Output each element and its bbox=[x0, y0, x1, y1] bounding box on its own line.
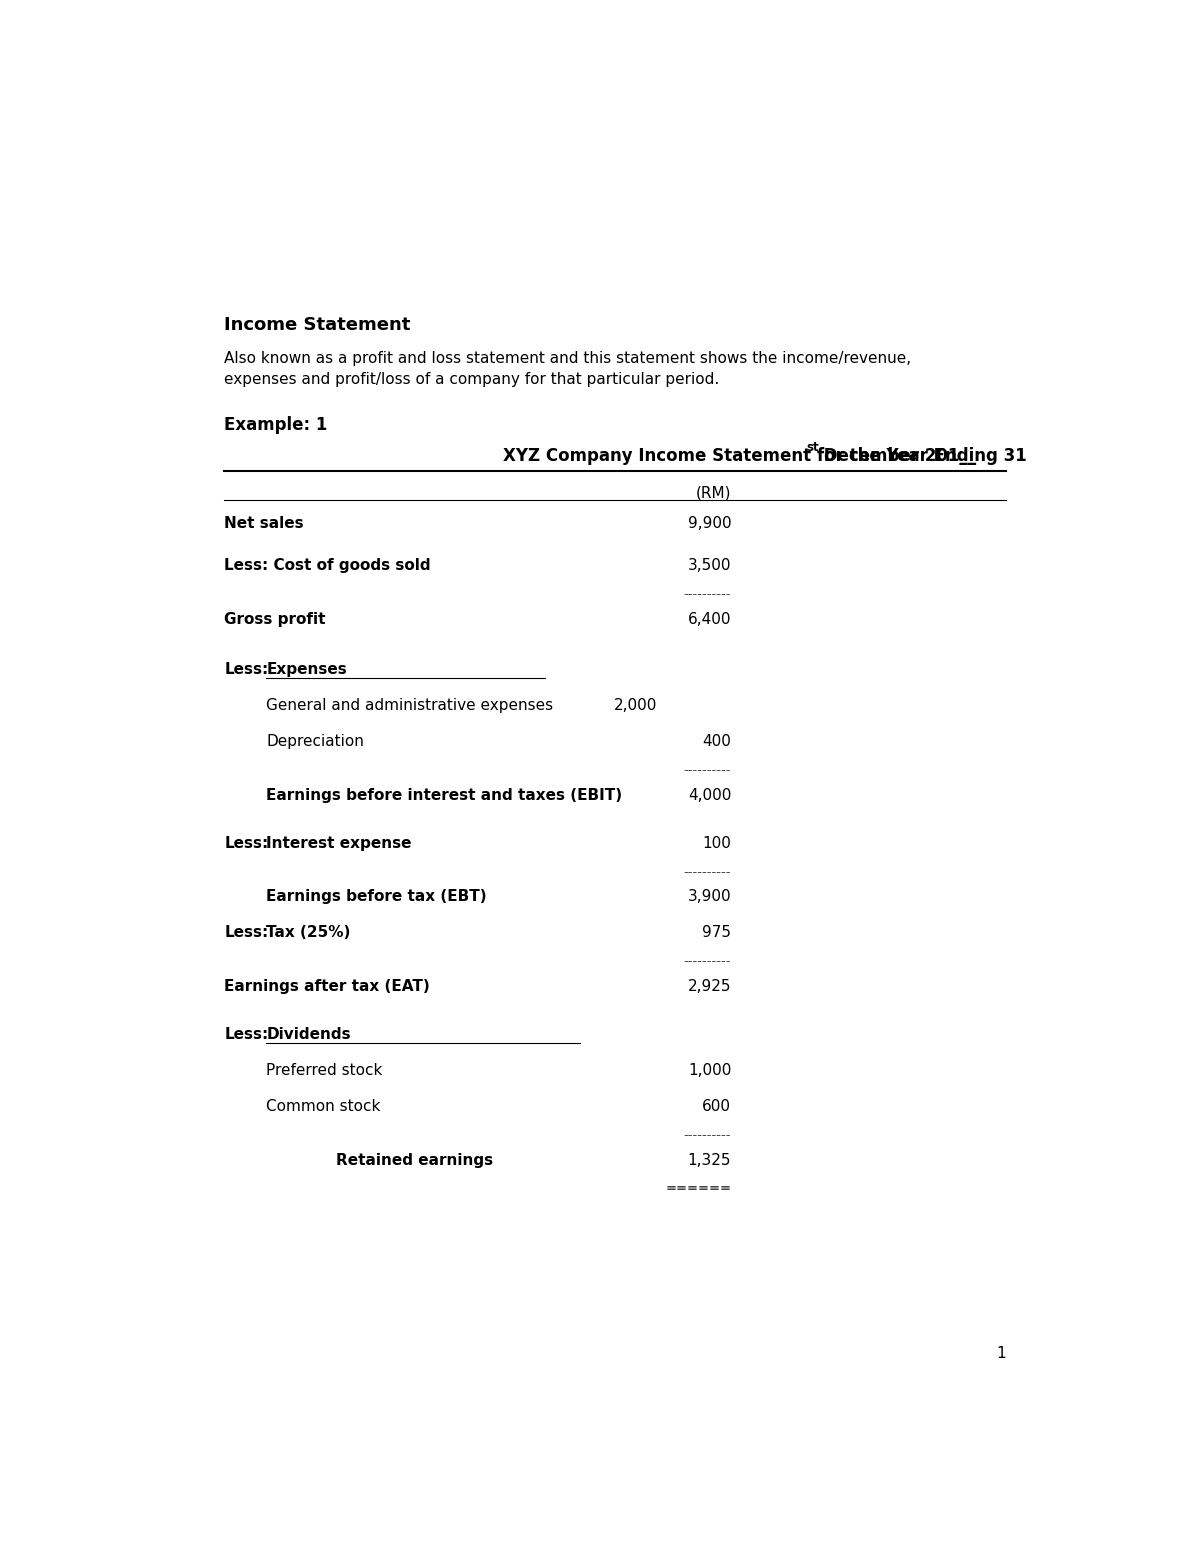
Text: 2,000: 2,000 bbox=[613, 699, 656, 713]
Text: ----------: ---------- bbox=[684, 764, 731, 776]
Text: Less:: Less: bbox=[224, 836, 269, 851]
Text: December 201__: December 201__ bbox=[817, 447, 976, 464]
Text: 1,000: 1,000 bbox=[688, 1062, 731, 1078]
Text: Less:: Less: bbox=[224, 662, 269, 677]
Text: Net sales: Net sales bbox=[224, 517, 304, 531]
Text: Common stock: Common stock bbox=[266, 1100, 380, 1114]
Text: Less: Cost of goods sold: Less: Cost of goods sold bbox=[224, 558, 431, 573]
Text: 1: 1 bbox=[996, 1345, 1006, 1360]
Text: Also known as a profit and loss statement and this statement shows the income/re: Also known as a profit and loss statemen… bbox=[224, 351, 912, 367]
Text: Expenses: Expenses bbox=[266, 662, 347, 677]
Text: 100: 100 bbox=[702, 836, 731, 851]
Text: Interest expense: Interest expense bbox=[266, 836, 412, 851]
Text: 6,400: 6,400 bbox=[688, 612, 731, 627]
Text: ----------: ---------- bbox=[684, 589, 731, 601]
Text: (RM): (RM) bbox=[696, 485, 731, 500]
Text: ----------: ---------- bbox=[684, 1129, 731, 1141]
Text: General and administrative expenses: General and administrative expenses bbox=[266, 699, 553, 713]
Text: 600: 600 bbox=[702, 1100, 731, 1114]
Text: Example: 1: Example: 1 bbox=[224, 416, 328, 433]
Text: Preferred stock: Preferred stock bbox=[266, 1062, 383, 1078]
Text: Dividends: Dividends bbox=[266, 1027, 350, 1042]
Text: Gross profit: Gross profit bbox=[224, 612, 326, 627]
Text: st: st bbox=[806, 441, 820, 453]
Text: Less:: Less: bbox=[224, 926, 269, 941]
Text: Income Statement: Income Statement bbox=[224, 315, 410, 334]
Text: 1,325: 1,325 bbox=[688, 1152, 731, 1168]
Text: 975: 975 bbox=[702, 926, 731, 941]
Text: 4,000: 4,000 bbox=[688, 787, 731, 803]
Text: ----------: ---------- bbox=[684, 955, 731, 968]
Text: 3,900: 3,900 bbox=[688, 890, 731, 904]
Text: ----------: ---------- bbox=[684, 865, 731, 879]
Text: 400: 400 bbox=[702, 735, 731, 749]
Text: Earnings before tax (EBT): Earnings before tax (EBT) bbox=[266, 890, 487, 904]
Text: 9,900: 9,900 bbox=[688, 517, 731, 531]
Text: Retained earnings: Retained earnings bbox=[336, 1152, 493, 1168]
Text: Tax (25%): Tax (25%) bbox=[266, 926, 350, 941]
Text: Depreciation: Depreciation bbox=[266, 735, 364, 749]
Text: ======: ====== bbox=[665, 1182, 731, 1196]
Text: expenses and profit/loss of a company for that particular period.: expenses and profit/loss of a company fo… bbox=[224, 371, 720, 387]
Text: Less:: Less: bbox=[224, 1027, 269, 1042]
Text: 3,500: 3,500 bbox=[688, 558, 731, 573]
Text: 2,925: 2,925 bbox=[688, 980, 731, 994]
Text: Earnings after tax (EAT): Earnings after tax (EAT) bbox=[224, 980, 430, 994]
Text: XYZ Company Income Statement for the Year Ending 31: XYZ Company Income Statement for the Yea… bbox=[504, 447, 1027, 464]
Text: Earnings before interest and taxes (EBIT): Earnings before interest and taxes (EBIT… bbox=[266, 787, 623, 803]
